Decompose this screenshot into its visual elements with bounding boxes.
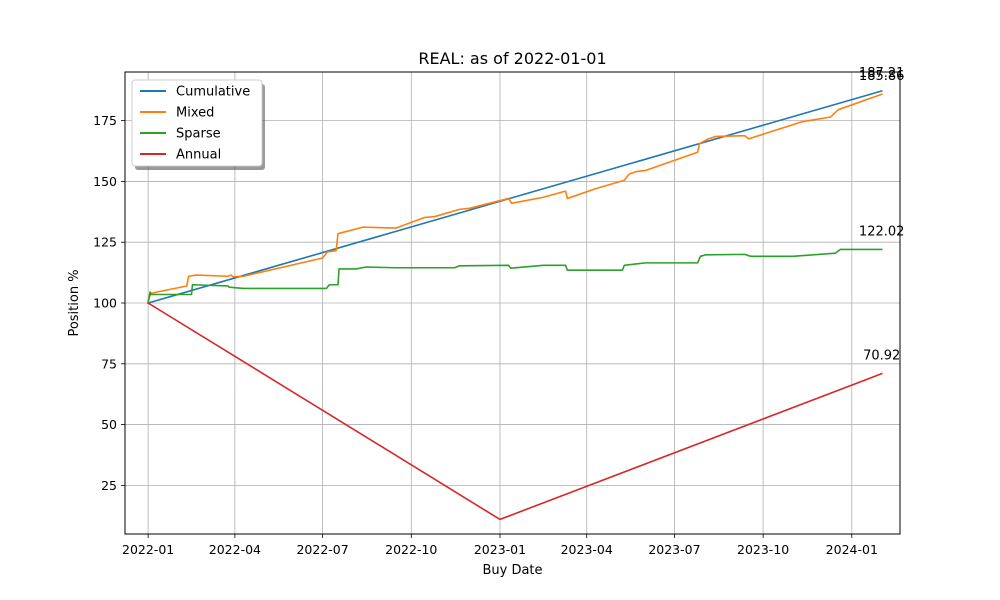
legend-label-cumulative: Cumulative	[176, 85, 250, 100]
y-tick-label: 75	[101, 356, 117, 371]
y-tick-label: 50	[101, 417, 117, 432]
x-tick-label: 2022-01	[122, 542, 174, 557]
series-line-cumulative	[147, 89, 883, 304]
y-tick-label: 175	[93, 113, 117, 128]
x-tick-label: 2022-04	[209, 542, 261, 557]
legend: Cumulative Mixed Sparse Annual	[131, 79, 265, 170]
series-line-annual	[147, 301, 883, 521]
legend-box	[131, 79, 263, 167]
legend-items: Cumulative Mixed Sparse Annual	[140, 85, 250, 163]
y-tick-label: 25	[101, 478, 117, 493]
end-label-sparse: 122.02	[859, 224, 905, 239]
y-tick-label: 150	[93, 174, 117, 189]
y-axis-label: Position %	[67, 269, 82, 336]
x-axis-label: Buy Date	[482, 563, 542, 578]
axis-ticks: 2022-01 2022-04 2022-07 2022-10 2023-01 2023-…	[93, 113, 878, 557]
end-label-mixed: 185.86	[859, 69, 905, 84]
series-line-sparse	[147, 248, 883, 304]
x-tick-label: 2023-01	[474, 542, 526, 557]
x-tick-label: 2023-07	[648, 542, 700, 557]
end-label-annual: 70.92	[863, 349, 900, 364]
x-tick-label: 2024-01	[826, 542, 878, 557]
legend-label-mixed: Mixed	[176, 106, 214, 121]
x-tick-label: 2023-10	[737, 542, 789, 557]
chart-title: REAL: as of 2022-01-01	[418, 49, 606, 68]
x-tick-label: 2023-04	[561, 542, 613, 557]
end-label-cumulative: 187.21	[859, 66, 905, 81]
legend-label-sparse: Sparse	[176, 127, 221, 142]
x-tick-label: 2022-10	[385, 542, 437, 557]
plot-series	[147, 89, 883, 521]
legend-label-annual: Annual	[176, 148, 221, 163]
y-tick-label: 125	[93, 235, 117, 250]
series-line-mixed	[147, 93, 883, 302]
y-tick-label: 100	[93, 296, 117, 311]
x-tick-label: 2022-07	[296, 542, 348, 557]
grid-lines	[125, 72, 900, 534]
